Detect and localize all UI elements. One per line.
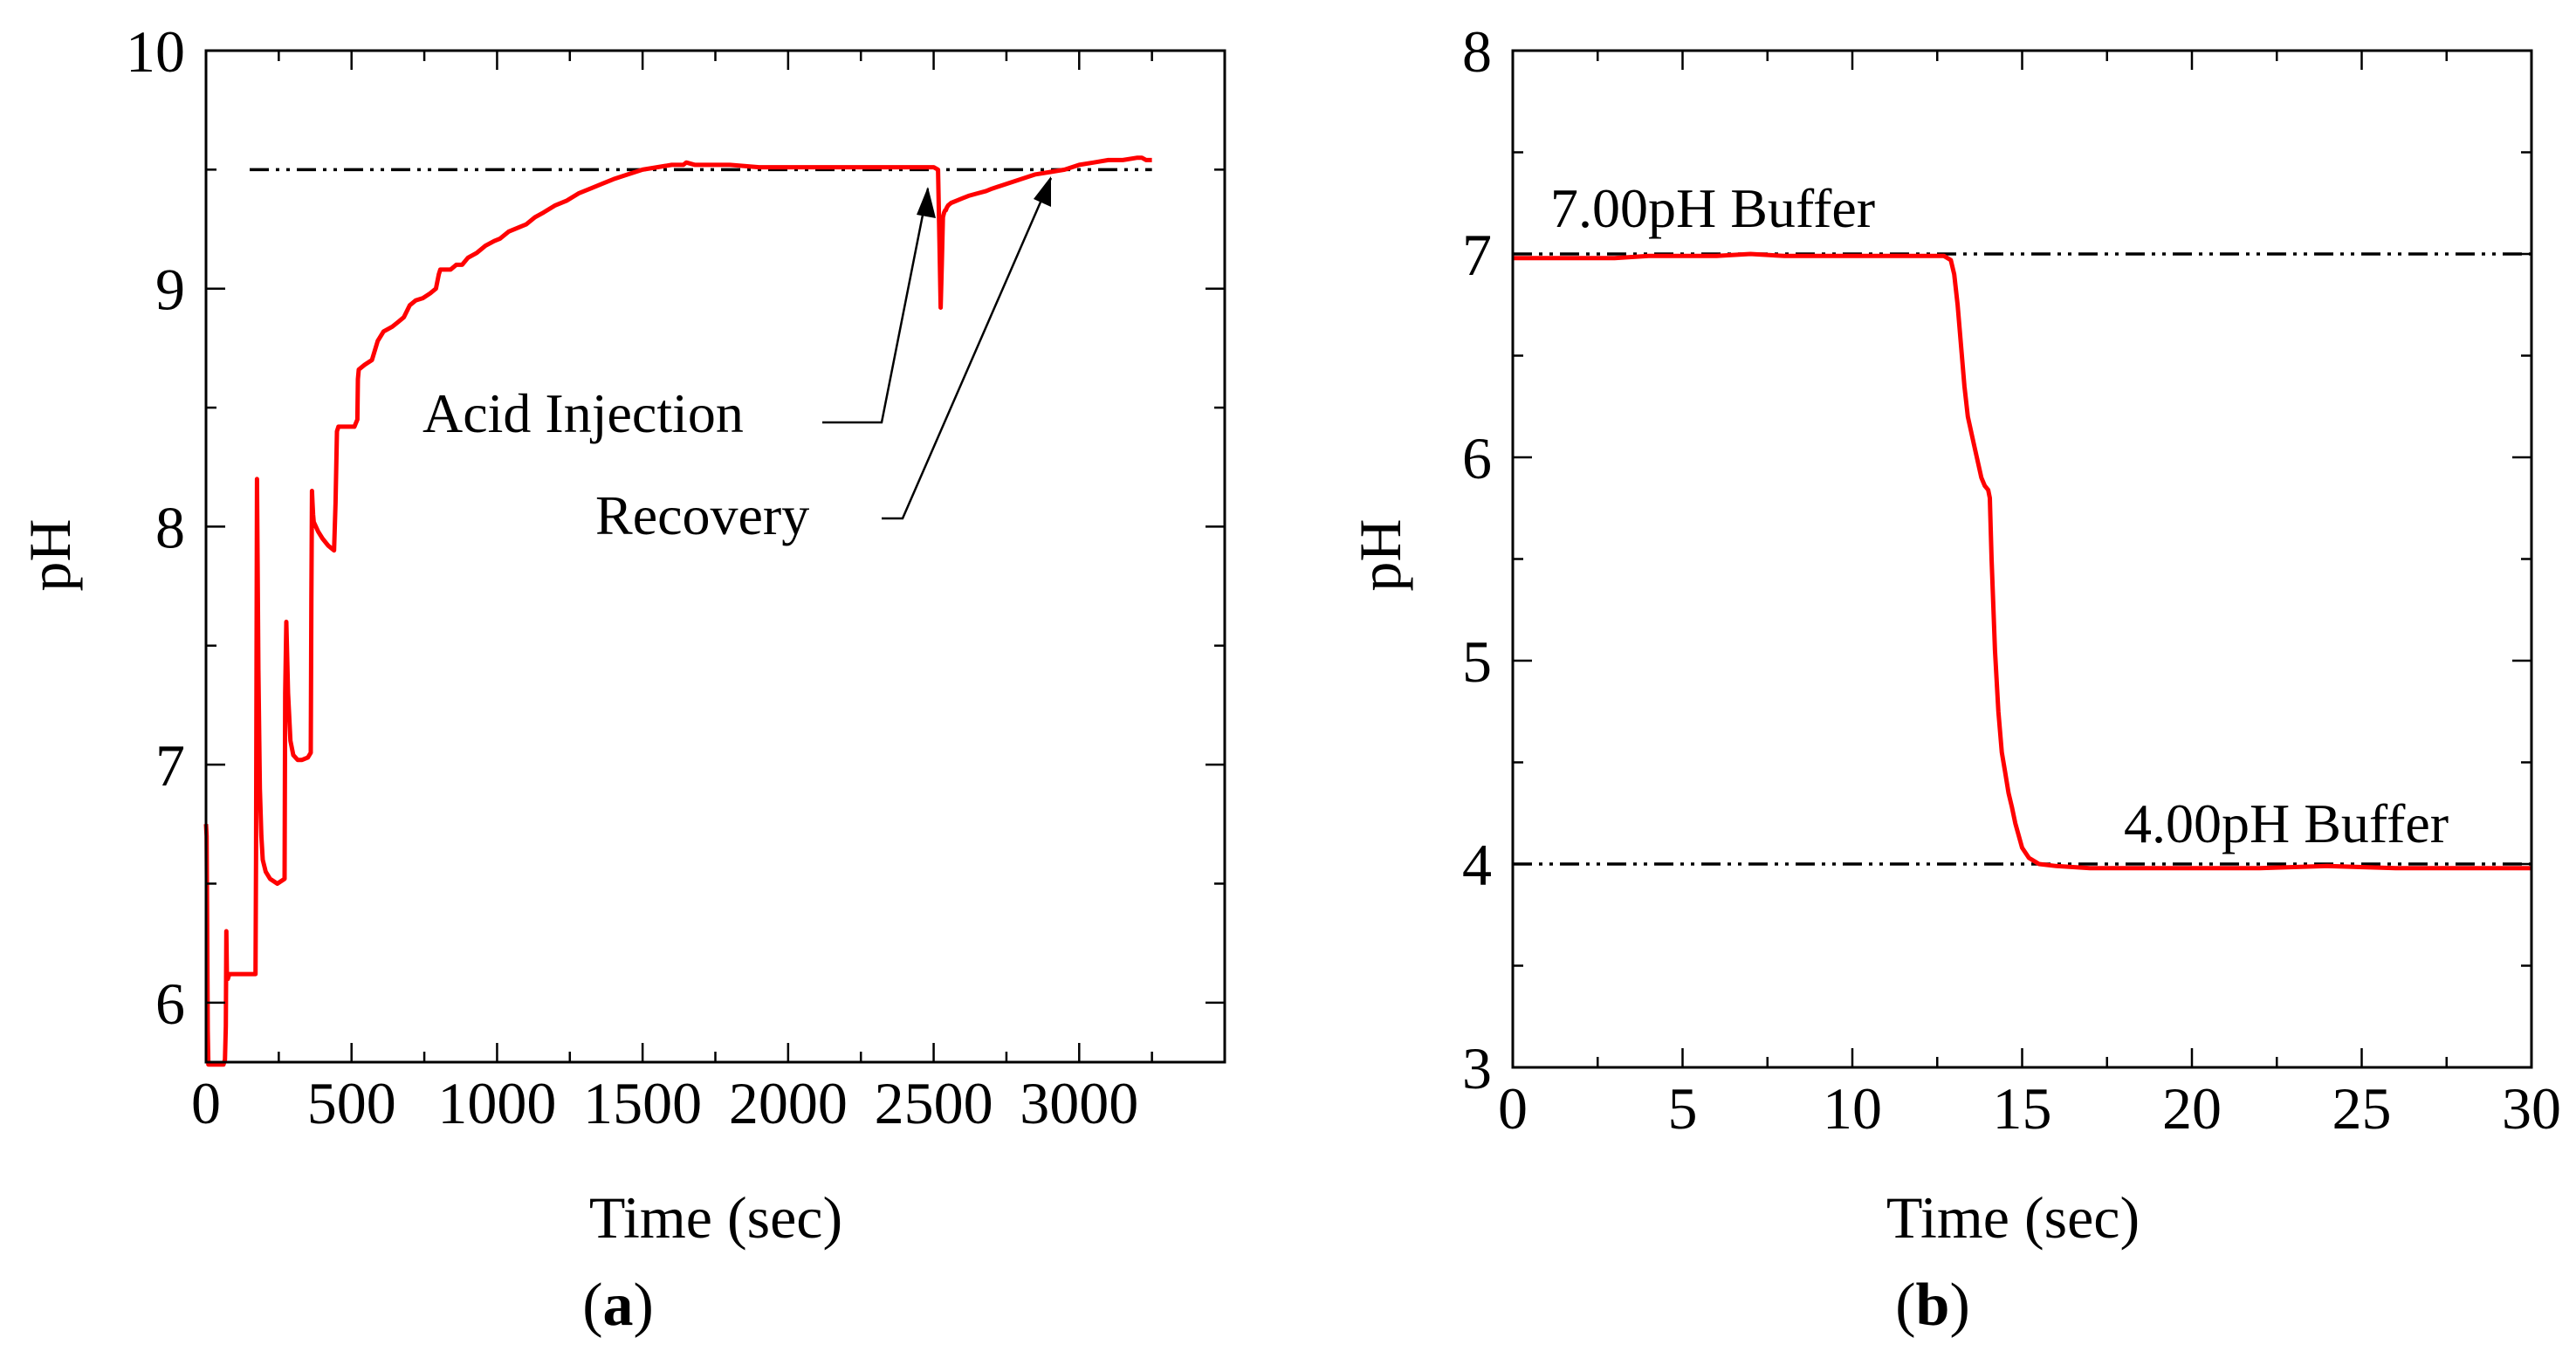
x-tick-label: 15: [1993, 1075, 2052, 1142]
y-axis-title-b: pH: [1347, 518, 1413, 591]
x-tick-label: 10: [1823, 1075, 1882, 1142]
x-axis-title-a: Time (sec): [589, 1184, 842, 1251]
series-line: [203, 155, 1152, 1067]
y-tick-label: 8: [1462, 18, 1492, 85]
y-tick-label: 9: [155, 257, 185, 323]
x-tick-label: 2500: [875, 1070, 993, 1136]
annotation-acid-injection: Acid Injection: [422, 382, 744, 444]
x-tick-label: 1500: [583, 1070, 702, 1136]
plot-frame-a: [204, 49, 1226, 1064]
panel-label-b-letter: b: [1916, 1272, 1950, 1339]
series-layer-b: [1513, 251, 2531, 871]
y-tick-label: 3: [1462, 1035, 1492, 1101]
buffer-label-4: 4.00pH Buffer: [2124, 792, 2449, 854]
y-axis-title-a: pH: [17, 518, 83, 591]
annotation-recovery: Recovery: [595, 484, 809, 546]
panel-label-a-letter: a: [603, 1272, 634, 1339]
ticks-b: 0 5 10 15 20 25 30 3 4 5 6 7 8: [1462, 18, 2561, 1142]
panel-label-b-close: ): [1949, 1272, 1969, 1339]
ticks-a: 0 500 1000 1500 2000 2500 3000 6 7 8 9 10: [126, 18, 1225, 1136]
series-line: [1513, 251, 2531, 871]
x-tick-label: 5: [1668, 1075, 1698, 1142]
x-tick-label: 500: [307, 1070, 396, 1136]
x-tick-label: 1000: [437, 1070, 556, 1136]
panel-label-a-close: ): [634, 1272, 654, 1339]
annotation-acid-injection-arrowhead: [917, 187, 936, 218]
buffer-label-7: 7.00pH Buffer: [1550, 177, 1875, 239]
y-tick-label: 8: [155, 494, 185, 560]
x-axis-title-b: Time (sec): [1886, 1184, 2140, 1251]
y-tick-label: 5: [1462, 628, 1492, 695]
x-tick-label: 30: [2502, 1075, 2561, 1142]
y-tick-label: 4: [1462, 832, 1492, 898]
series-layer-a: [203, 155, 1152, 1067]
panel-label-b: (b): [1895, 1272, 1970, 1339]
panel-label-b-open: (: [1895, 1272, 1915, 1339]
annotation-acid-injection-leader: [822, 188, 930, 424]
annotation-recovery-leader: [882, 177, 1053, 520]
y-tick-label: 7: [1462, 222, 1492, 288]
reference-lines-b: [1513, 252, 2531, 866]
y-tick-label: 6: [155, 970, 185, 1037]
plot-frame-b: [1511, 49, 2533, 1069]
x-tick-label: 0: [1498, 1075, 1528, 1142]
y-tick-label: 6: [1462, 425, 1492, 491]
x-tick-label: 2000: [729, 1070, 848, 1136]
x-tick-label: 0: [191, 1070, 221, 1136]
x-tick-label: 25: [2332, 1075, 2392, 1142]
chart-panel-b: 0 5 10 15 20 25 30 3 4 5 6 7 8 Time (sec) pH (b) 7.0…: [1347, 18, 2561, 1339]
panel-label-a: (a): [582, 1272, 654, 1339]
y-tick-label: 10: [126, 18, 185, 85]
panel-label-a-open: (: [582, 1272, 602, 1339]
chart-panel-a: 0 500 1000 1500 2000 2500 3000 6 7 8 9 10 Time (sec…: [17, 18, 1226, 1339]
x-tick-label: 3000: [1020, 1070, 1138, 1136]
y-tick-label: 7: [155, 732, 185, 799]
annotation-recovery-arrowhead: [1034, 176, 1051, 207]
x-tick-label: 20: [2162, 1075, 2222, 1142]
